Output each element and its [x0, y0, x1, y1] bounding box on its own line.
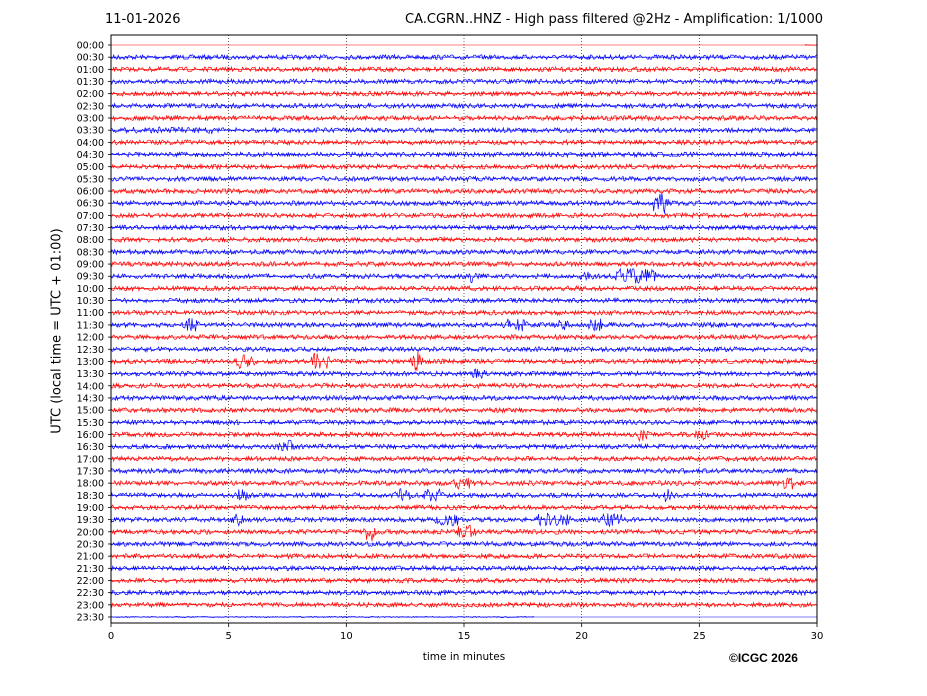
- seismic-trace: [110, 588, 817, 597]
- y-tick-label: 02:00: [77, 89, 104, 100]
- y-tick-label: 20:00: [77, 527, 104, 538]
- y-tick-label: 15:00: [77, 406, 104, 417]
- y-tick-label: 21:30: [77, 564, 104, 575]
- x-tick-label: 15: [458, 631, 471, 642]
- y-tick-label: 07:30: [77, 223, 104, 234]
- seismic-trace: [110, 576, 817, 585]
- y-tick-label: 04:30: [77, 150, 104, 161]
- seismic-trace: [110, 77, 817, 86]
- chart-title: CA.CGRN..HNZ - High pass filtered @2Hz -…: [405, 12, 823, 27]
- x-tick-label: 10: [340, 631, 353, 642]
- x-tick-label: 0: [108, 631, 114, 642]
- y-tick-label: 19:00: [77, 503, 104, 514]
- seismic-trace: [110, 368, 817, 379]
- seismic-trace: [110, 193, 817, 214]
- y-tick-label: 23:00: [77, 600, 104, 611]
- seismic-trace: [110, 564, 817, 572]
- x-tick-label: 30: [811, 631, 824, 642]
- y-tick-label: 18:30: [77, 491, 104, 502]
- seismic-trace: [110, 296, 817, 305]
- y-tick-label: 20:30: [77, 539, 104, 550]
- y-tick-label: 06:30: [77, 199, 104, 210]
- seismic-trace: [110, 53, 817, 61]
- y-tick-label: 09:00: [77, 260, 104, 271]
- y-tick-label: 22:30: [77, 588, 104, 599]
- seismic-trace: [110, 524, 817, 542]
- y-tick-label: 03:00: [77, 114, 104, 125]
- seismic-trace: [110, 345, 817, 353]
- y-tick-label: 16:00: [77, 430, 104, 441]
- y-tick-label: 10:30: [77, 296, 104, 307]
- y-tick-label: 00:30: [77, 53, 104, 64]
- seismic-trace: [110, 333, 817, 341]
- y-tick-label: 18:00: [77, 479, 104, 490]
- y-tick-label: 06:00: [77, 187, 104, 198]
- y-tick-label: 22:00: [77, 576, 104, 587]
- y-tick-label: 23:30: [77, 612, 104, 623]
- y-tick-label: 11:30: [77, 320, 104, 331]
- y-tick-label: 04:00: [77, 138, 104, 149]
- y-tick-label: 08:30: [77, 247, 104, 258]
- x-tick-label: 5: [225, 631, 231, 642]
- seismic-trace: [110, 248, 817, 256]
- seismic-trace: [110, 394, 817, 402]
- seismic-trace: [110, 512, 817, 528]
- seismic-trace: [110, 309, 817, 317]
- x-tick-label: 20: [575, 631, 588, 642]
- y-tick-label: 08:00: [77, 235, 104, 246]
- y-tick-label: 14:30: [77, 393, 104, 404]
- plot-frame: [110, 34, 818, 624]
- y-tick-label: 12:30: [77, 345, 104, 356]
- seismic-trace: [110, 90, 817, 98]
- seismic-trace: [110, 351, 817, 371]
- y-tick-label: 01:30: [77, 77, 104, 88]
- seismic-trace: [110, 175, 817, 183]
- seismic-trace: [110, 211, 817, 220]
- seismic-trace: [110, 187, 817, 195]
- copyright-label: ©ICGC 2026: [729, 651, 798, 665]
- y-tick-label: 15:30: [77, 418, 104, 429]
- seismic-trace: [110, 102, 817, 110]
- seismic-trace: [110, 65, 817, 73]
- x-tick-label: 25: [693, 631, 706, 642]
- y-tick-label: 19:30: [77, 515, 104, 526]
- y-tick-label: 13:30: [77, 369, 104, 380]
- seismic-trace: [110, 615, 535, 619]
- seismic-trace: [110, 601, 817, 609]
- y-tick-label: 09:30: [77, 272, 104, 283]
- seismic-trace: [110, 455, 817, 463]
- seismic-trace: [110, 382, 817, 390]
- y-tick-label: 03:30: [77, 126, 104, 137]
- y-tick-label: 12:00: [77, 333, 104, 344]
- y-tick-label: 05:00: [77, 162, 104, 173]
- seismic-trace: [110, 429, 817, 443]
- y-tick-label: 14:00: [77, 381, 104, 392]
- y-tick-label: 00:00: [77, 41, 104, 52]
- y-tick-label: 07:00: [77, 211, 104, 222]
- date-label: 11-01-2026: [105, 12, 181, 27]
- y-tick-label: 10:00: [77, 284, 104, 295]
- y-tick-label: 11:00: [77, 308, 104, 319]
- y-tick-label: 17:00: [77, 454, 104, 465]
- y-tick-label: 02:30: [77, 101, 104, 112]
- y-tick-label: 17:30: [77, 466, 104, 477]
- y-axis-label: UTC (local time = UTC + 01:00): [49, 228, 65, 434]
- y-tick-label: 21:00: [77, 552, 104, 563]
- seismic-trace: [110, 114, 817, 122]
- seismic-trace: [110, 267, 817, 284]
- y-tick-label: 05:30: [77, 174, 104, 185]
- seismic-trace: [804, 44, 818, 47]
- y-tick-label: 16:30: [77, 442, 104, 453]
- seismic-trace: [110, 439, 817, 452]
- x-axis-label: time in minutes: [422, 651, 506, 663]
- y-tick-label: 13:00: [77, 357, 104, 368]
- y-tick-label: 01:00: [77, 65, 104, 76]
